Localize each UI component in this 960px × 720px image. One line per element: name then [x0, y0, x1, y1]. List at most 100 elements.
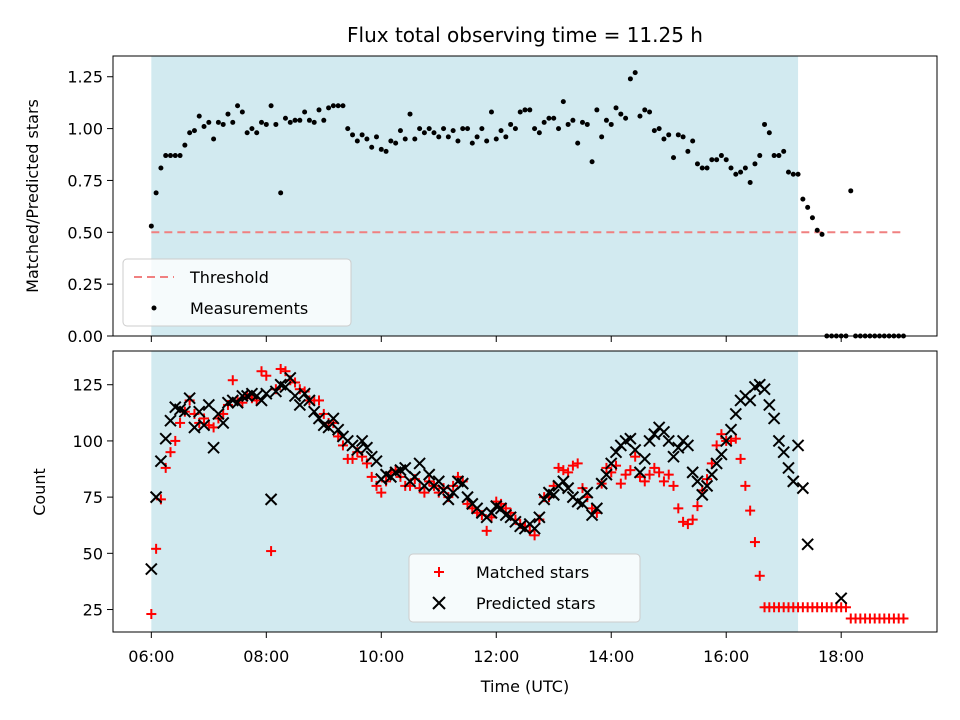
- measurements-legend-swatch: [151, 305, 157, 311]
- matched-star-point: [673, 503, 684, 514]
- predicted-star-point: [743, 394, 757, 407]
- measurement-point: [345, 126, 351, 132]
- measurement-point: [651, 128, 657, 134]
- measurement-point: [479, 126, 485, 132]
- measurement-point: [762, 121, 768, 127]
- predicted-star-point: [494, 502, 508, 515]
- measurement-point: [354, 138, 360, 144]
- matched-star-point: [726, 435, 736, 446]
- predicted-star-point: [772, 434, 786, 448]
- predicted-star-point: [303, 394, 316, 407]
- measurement-point: [647, 109, 653, 115]
- predicted-star-point: [561, 481, 575, 495]
- matched-star-point: [735, 453, 746, 464]
- measurement-point: [259, 119, 265, 125]
- measurement-point: [436, 134, 442, 140]
- measurement-point: [551, 115, 557, 121]
- bottom-y-tick-label: 125: [72, 376, 103, 395]
- measurement-point: [383, 148, 389, 154]
- predicted-star-point: [231, 396, 244, 409]
- measurement-point: [441, 126, 447, 132]
- measurement-point: [215, 119, 221, 125]
- measurement-point: [527, 107, 533, 113]
- measurement-point: [225, 111, 231, 117]
- predicted-star-point: [767, 412, 781, 425]
- measurement-point: [570, 117, 576, 123]
- measurement-point: [211, 136, 217, 142]
- measurement-point: [172, 153, 178, 159]
- predicted-star-points: [145, 371, 848, 605]
- predicted-star-point: [729, 407, 742, 421]
- measurement-point: [326, 105, 332, 111]
- top-y-tick-label: 0.75: [67, 171, 103, 190]
- measurement-point: [694, 161, 700, 167]
- predicted-star-point: [605, 457, 618, 470]
- measurement-point: [546, 115, 552, 121]
- measurement-point: [666, 132, 672, 138]
- measurement-point: [757, 153, 763, 159]
- matched-star-point: [649, 462, 660, 473]
- bottom-x-axis: 06:00 08:00 10:00 12:00 14:00 16:00 18:00: [128, 632, 864, 666]
- measurement-point: [268, 103, 274, 109]
- measurement-point: [493, 136, 499, 142]
- measurement-point: [235, 103, 241, 109]
- measurement-point: [484, 138, 490, 144]
- predicted-star-point: [796, 481, 810, 495]
- measurement-point: [306, 117, 312, 123]
- matched-star-point: [175, 417, 186, 428]
- predicted-star-point: [327, 412, 340, 425]
- measurement-point: [302, 109, 308, 115]
- predicted-star-point: [724, 423, 738, 436]
- measurement-point: [522, 107, 528, 113]
- matched-star-point: [333, 431, 344, 442]
- matched-star-point: [419, 487, 430, 498]
- measurement-point: [723, 157, 729, 163]
- matched-legend-label: Matched stars: [476, 563, 589, 582]
- measurement-point: [642, 107, 648, 113]
- predicted-star-point: [657, 425, 671, 439]
- measurement-point: [809, 215, 815, 221]
- x-tick-label: 12:00: [473, 647, 519, 666]
- predicted-star-point: [193, 405, 206, 418]
- measurement-point: [177, 153, 183, 159]
- matched-star-point: [227, 375, 238, 386]
- measurement-point: [699, 165, 705, 171]
- predicted-star-point: [667, 450, 680, 463]
- measurement-point: [848, 188, 854, 194]
- matched-star-point: [754, 570, 765, 581]
- measurement-point: [369, 144, 375, 150]
- measurement-point: [728, 165, 734, 171]
- matched-star-point: [275, 363, 286, 374]
- predicted-star-point: [590, 502, 604, 515]
- bottom-y-axis: 25 50 75 100 125: [72, 376, 113, 620]
- measurement-point: [431, 130, 437, 136]
- predicted-star-point: [691, 475, 704, 488]
- matched-star-point: [208, 422, 219, 433]
- measurement-point: [608, 121, 614, 127]
- matched-star-point: [745, 505, 756, 516]
- matched-star-point: [553, 462, 564, 473]
- measurement-point: [412, 136, 418, 142]
- measurement-point: [187, 130, 193, 136]
- measurement-point: [690, 138, 696, 144]
- predicted-star-point: [446, 486, 460, 499]
- measurement-point: [397, 128, 403, 134]
- measurement-point: [637, 113, 643, 119]
- predicted-star-point: [183, 392, 196, 405]
- matched-star-point: [151, 543, 162, 554]
- matched-star-point: [692, 501, 703, 512]
- measurement-point: [623, 115, 629, 121]
- predicted-star-point: [216, 416, 230, 430]
- predicted-star-point: [331, 423, 345, 436]
- top-y-tick-label: 0.25: [67, 275, 103, 294]
- measurement-point: [599, 134, 605, 140]
- matched-star-point: [749, 537, 760, 548]
- predicted-star-point: [255, 394, 268, 407]
- predicted-star-point: [758, 383, 771, 396]
- predicted-star-point: [178, 405, 192, 418]
- top-y-axis-label: Matched/Predicted stars: [23, 99, 42, 293]
- predicted-star-point: [418, 479, 431, 493]
- predicted-star-point: [408, 470, 422, 484]
- predicted-star-point: [212, 407, 225, 421]
- predicted-star-point: [154, 454, 168, 468]
